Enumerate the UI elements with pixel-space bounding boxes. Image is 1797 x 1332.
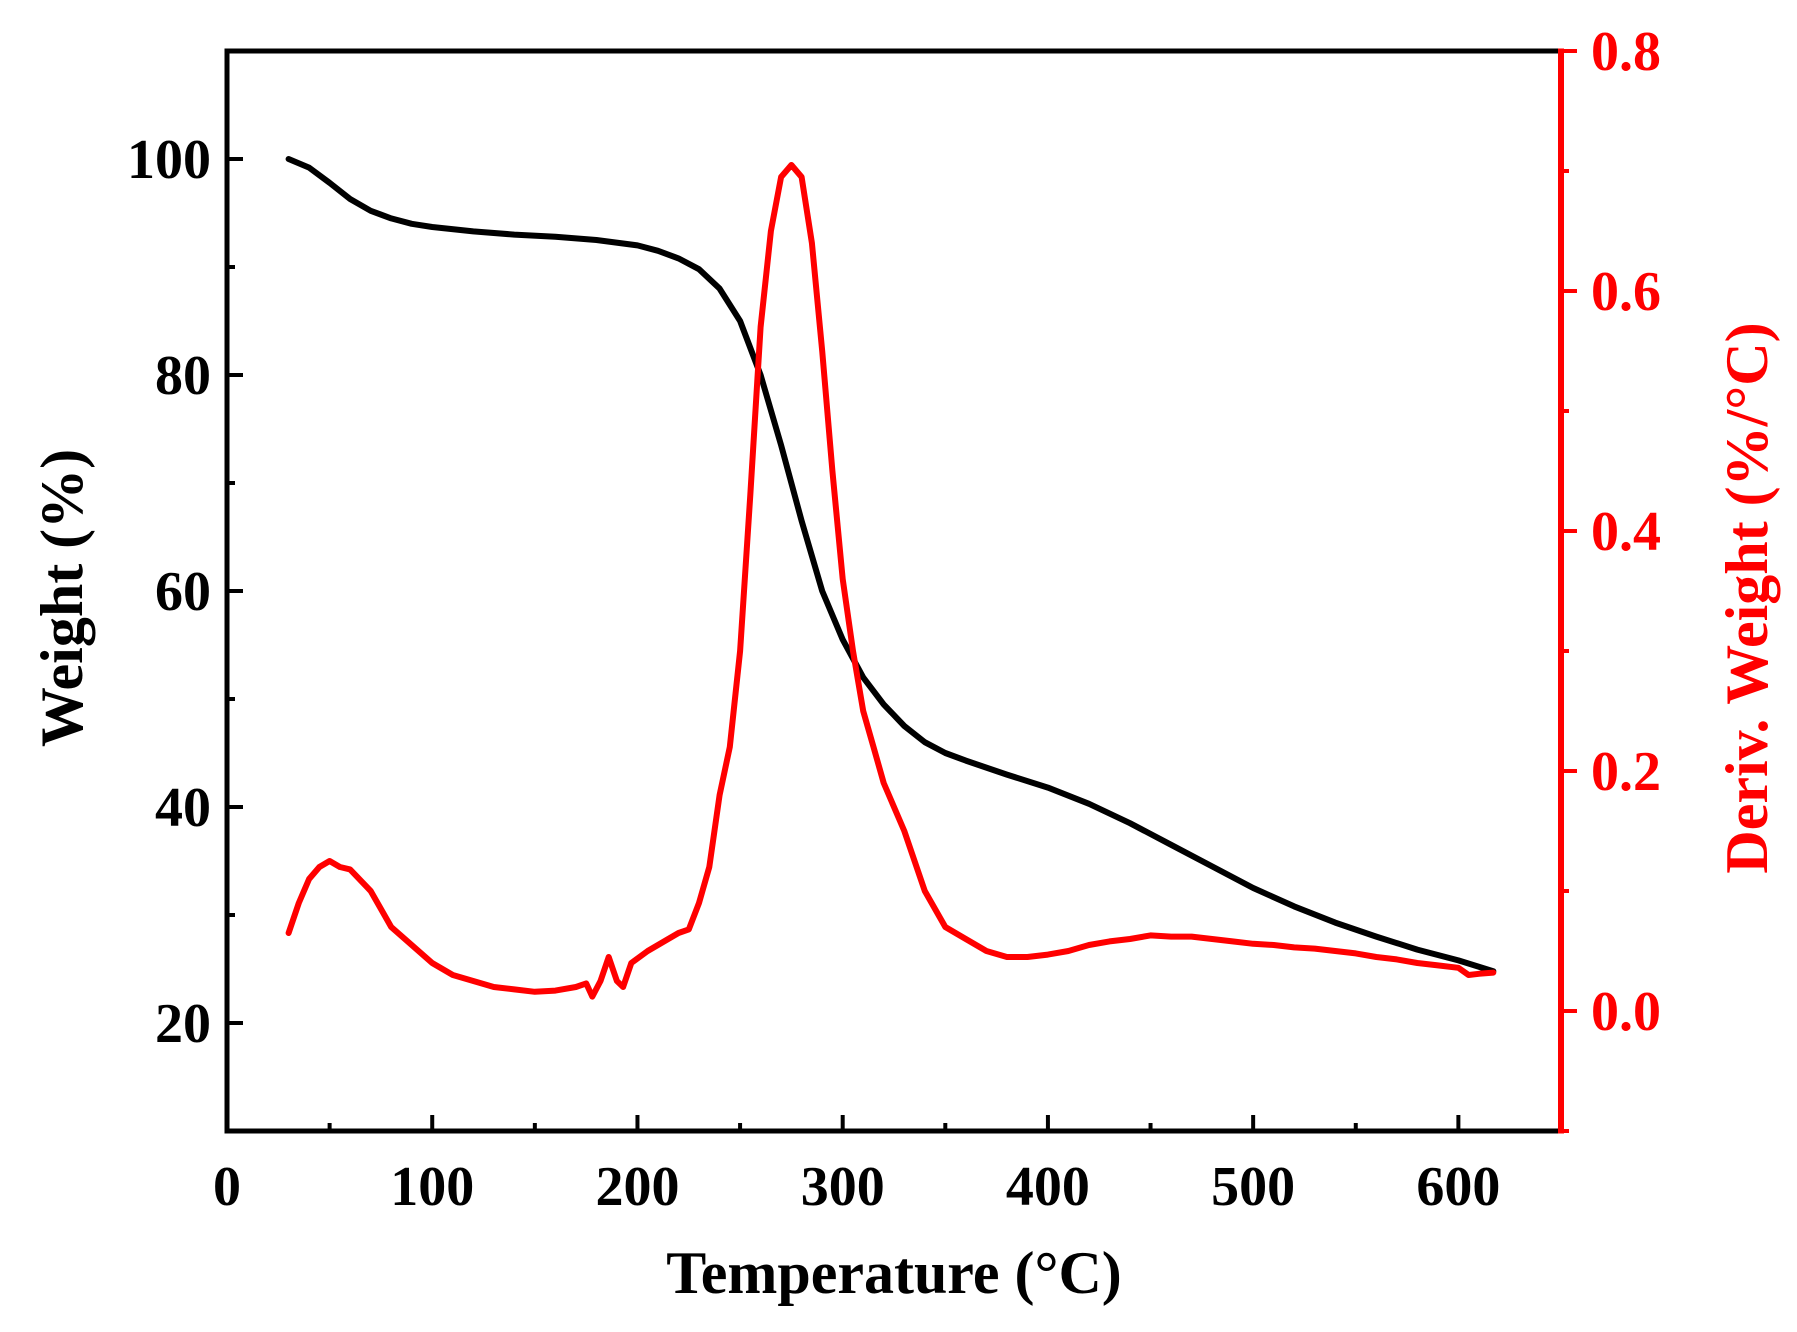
x-tick-label: 400 [1006,1156,1090,1218]
x-tick-label: 300 [801,1156,885,1218]
left-tick-label: 80 [155,345,211,407]
left-tick-label: 100 [127,129,211,191]
x-tick-label: 600 [1416,1156,1500,1218]
left-tick-label: 60 [155,561,211,623]
right-tick-label: 0.6 [1591,261,1661,323]
x-tick-label: 0 [213,1156,241,1218]
left-axis-title: Weight (%) [29,449,95,747]
plot-frame [224,48,1564,1134]
data-curves [285,156,1497,1000]
x-tick-label: 200 [595,1156,679,1218]
x-tick-label: 500 [1211,1156,1295,1218]
right-axis-ticks: 0.0 0.2 0.4 0.6 0.8 [1561,21,1661,1133]
right-tick-label: 0.0 [1591,981,1661,1043]
left-axis-ticks: 20 40 60 80 100 [127,49,243,1055]
series-line-deriv-weight [285,162,1497,1000]
right-tick-label: 0.8 [1591,21,1661,83]
x-tick-label: 100 [390,1156,474,1218]
left-tick-label: 20 [155,993,211,1055]
x-axis-ticks: 0 100 200 300 400 500 600 [213,1115,1500,1218]
x-axis-title: Temperature (°C) [666,1240,1122,1306]
left-tick-label: 40 [155,777,211,839]
right-tick-label: 0.4 [1591,501,1661,563]
right-axis-title: Deriv. Weight (%/°C) [1714,322,1780,873]
series-line-weight [285,156,1497,975]
right-tick-label: 0.2 [1591,741,1661,803]
